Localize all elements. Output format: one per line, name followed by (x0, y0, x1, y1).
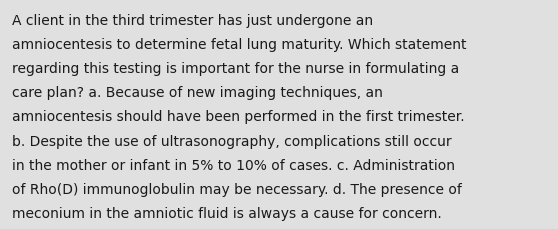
Text: A client in the third trimester has just undergone an: A client in the third trimester has just… (12, 14, 373, 28)
Text: amniocentesis should have been performed in the first trimester.: amniocentesis should have been performed… (12, 110, 465, 124)
Text: care plan? a. Because of new imaging techniques, an: care plan? a. Because of new imaging tec… (12, 86, 383, 100)
Text: meconium in the amniotic fluid is always a cause for concern.: meconium in the amniotic fluid is always… (12, 206, 442, 220)
Text: of Rho(D) immunoglobulin may be necessary. d. The presence of: of Rho(D) immunoglobulin may be necessar… (12, 182, 462, 196)
Text: in the mother or infant in 5% to 10% of cases. c. Administration: in the mother or infant in 5% to 10% of … (12, 158, 455, 172)
Text: amniocentesis to determine fetal lung maturity. Which statement: amniocentesis to determine fetal lung ma… (12, 38, 467, 52)
Text: b. Despite the use of ultrasonography, complications still occur: b. Despite the use of ultrasonography, c… (12, 134, 452, 148)
Text: regarding this testing is important for the nurse in formulating a: regarding this testing is important for … (12, 62, 460, 76)
